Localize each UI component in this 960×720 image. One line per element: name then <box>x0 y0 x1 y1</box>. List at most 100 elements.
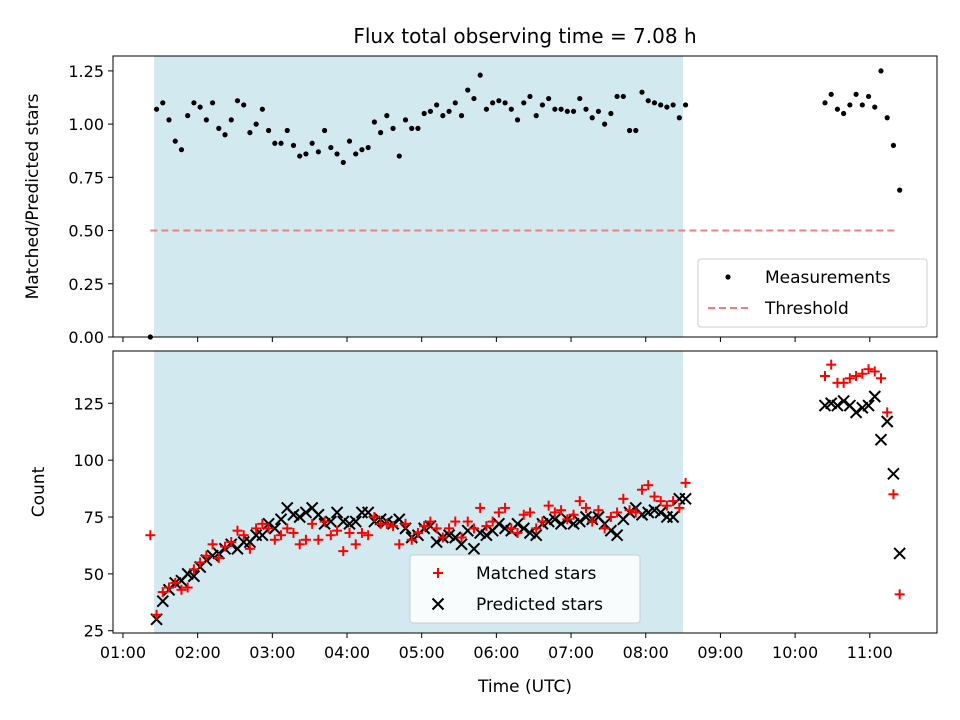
measurement-point <box>309 140 315 146</box>
bottom-y-tick-label: 75 <box>84 508 104 527</box>
legend-matched-marker <box>433 568 443 578</box>
matched-star-point <box>313 534 324 545</box>
matched-star-point <box>882 407 893 418</box>
predicted-star-point <box>256 529 269 542</box>
measurement-point <box>595 108 602 114</box>
x-tick-label: 07:00 <box>548 643 594 662</box>
measurement-point <box>353 151 359 157</box>
matched-star-point <box>226 537 237 548</box>
measurement-point <box>409 125 415 131</box>
matched-star-point <box>462 516 473 527</box>
measurement-point <box>421 110 427 117</box>
matched-star-point <box>381 518 392 529</box>
matched-star-point <box>338 546 349 557</box>
measurement-point <box>514 117 521 123</box>
measurement-point <box>577 95 583 102</box>
predicted-star-point <box>831 399 844 412</box>
predicted-star-point <box>467 542 481 556</box>
x-tick-label: 04:00 <box>324 643 370 662</box>
legend-predicted-marker <box>431 597 445 611</box>
measurement-point <box>651 100 658 106</box>
matched-star-point <box>288 527 299 538</box>
measurement-point <box>247 130 253 136</box>
measurement-point <box>153 106 160 112</box>
legend-predicted-symbol <box>431 597 445 611</box>
measurement-point <box>664 104 670 110</box>
measurement-point <box>884 115 890 121</box>
top-y-tick-label: 1.25 <box>68 62 104 81</box>
matched-star-point <box>257 518 268 529</box>
measurement-point <box>340 159 346 166</box>
legend-predicted-label: Predicted stars <box>476 595 603 615</box>
measurement-point <box>521 100 527 106</box>
bottom-marks <box>145 359 906 626</box>
matched-star-point <box>593 505 604 516</box>
measurement-point <box>172 138 178 144</box>
top-y-tick-label: 0.75 <box>68 168 104 187</box>
matched-star-point <box>857 368 868 379</box>
measurement-point <box>259 106 265 112</box>
matched-star-point <box>826 359 837 370</box>
predicted-star-point <box>274 513 288 526</box>
matched-star-point <box>587 516 598 527</box>
measurement-point <box>234 98 241 104</box>
matched-star-point <box>680 477 691 488</box>
matched-star-point <box>282 523 293 534</box>
measurement-point <box>471 95 477 102</box>
matched-star-point <box>599 523 610 534</box>
measurement-point <box>633 127 639 134</box>
matched-star-point <box>444 523 455 534</box>
matched-star-point <box>643 480 654 491</box>
predicted-star-point <box>610 529 624 542</box>
matched-star-point <box>655 496 666 507</box>
bottom-y-ticks: 25 50 75 100 125 <box>73 394 113 641</box>
x-tick-label: 08:00 <box>623 643 669 662</box>
measurement-point <box>197 104 203 110</box>
top-panel: 0.00 0.25 0.50 0.75 1.00 1.25 Matched/Predict… <box>23 55 938 347</box>
matched-star-point <box>400 518 411 529</box>
measurement-point <box>178 147 185 153</box>
measurement-point <box>872 104 878 110</box>
x-axis-label: Time (UTC) <box>477 677 572 697</box>
matched-star-point <box>431 523 442 534</box>
measurement-point <box>859 102 865 108</box>
measurement-point <box>853 91 859 97</box>
matched-star-point <box>649 491 660 502</box>
matched-star-point <box>875 373 886 384</box>
measurement-point <box>315 149 321 155</box>
predicted-star-point <box>461 524 474 537</box>
matched-star-point <box>182 582 193 593</box>
measurement-point <box>191 100 197 106</box>
measurement-point <box>658 102 664 108</box>
predicted-star-point <box>862 399 875 412</box>
matched-star-point <box>350 539 361 550</box>
measurement-point <box>620 93 626 100</box>
matched-star-point <box>195 557 206 568</box>
matched-star-point <box>332 525 343 536</box>
matched-star-point <box>637 484 648 495</box>
matched-star-point <box>319 516 330 527</box>
predicted-star-point <box>349 515 362 528</box>
matched-star-point <box>450 516 461 527</box>
matched-star-point <box>580 502 591 513</box>
measurement-point <box>502 100 508 106</box>
x-tick-label: 06:00 <box>473 643 519 662</box>
predicted-star-point <box>837 394 850 408</box>
measurement-point <box>452 100 458 106</box>
measurement-point <box>865 93 872 100</box>
matched-star-point <box>819 371 830 382</box>
bottom-y-tick-label: 25 <box>84 622 104 641</box>
measurement-point <box>477 72 483 78</box>
matched-star-point <box>869 366 880 377</box>
x-tick-label: 11:00 <box>847 643 893 662</box>
measurement-point <box>890 142 897 149</box>
chart-title: Flux total observing time = 7.08 h <box>353 24 696 48</box>
measurement-point <box>222 132 228 138</box>
predicted-star-point <box>887 467 900 481</box>
predicted-star-point <box>480 529 493 542</box>
matched-star-point <box>574 496 585 507</box>
measurement-point <box>639 89 645 95</box>
predicted-star-point <box>654 506 667 519</box>
matched-star-point <box>232 525 243 536</box>
